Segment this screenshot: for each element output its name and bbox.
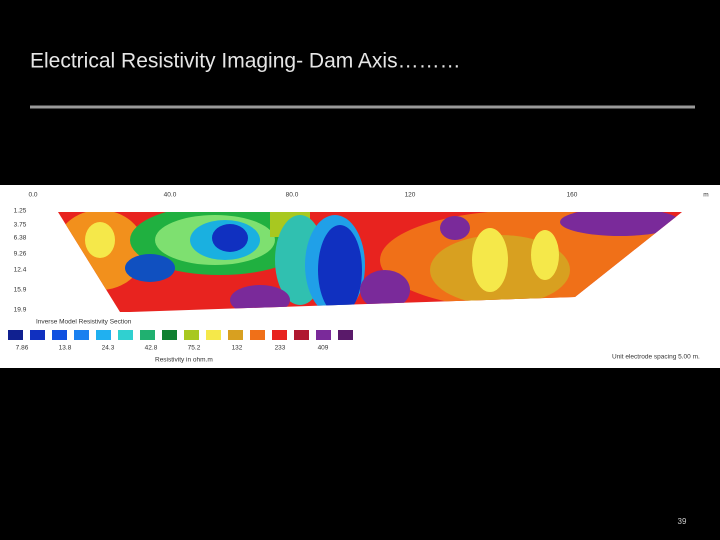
depth-label: 9.26 bbox=[14, 251, 27, 258]
page-number: 39 bbox=[678, 517, 687, 526]
depth-label: 6.38 bbox=[14, 235, 27, 242]
spacing-note: Unit electrode spacing 5.00 m. bbox=[612, 354, 700, 361]
depth-label: 3.75 bbox=[14, 222, 27, 229]
x-label: m bbox=[703, 192, 708, 199]
legend-value: 75.2 bbox=[188, 345, 201, 352]
legend-value: 233 bbox=[275, 345, 286, 352]
slide-title: Electrical Resistivity Imaging- Dam Axis… bbox=[30, 50, 461, 73]
depth-label: 1.25 bbox=[14, 208, 27, 215]
legend-value: 132 bbox=[232, 345, 243, 352]
depth-label: 19.9 bbox=[14, 307, 27, 314]
x-label: 160 bbox=[567, 192, 578, 199]
x-label: 0.0 bbox=[28, 192, 37, 199]
legend-value: 42.8 bbox=[145, 345, 158, 352]
x-label: 40.0 bbox=[164, 192, 177, 199]
legend-title: Inverse Model Resistivity Section bbox=[36, 319, 132, 326]
legend-value: 7.86 bbox=[16, 345, 29, 352]
legend-value: 24.3 bbox=[102, 345, 115, 352]
depth-label: 15.9 bbox=[14, 287, 27, 294]
legend-value: 13.8 bbox=[59, 345, 72, 352]
x-label: 80.0 bbox=[286, 192, 299, 199]
depth-label: 12.4 bbox=[14, 267, 27, 274]
resistivity-section bbox=[58, 212, 682, 312]
legend-value: 409 bbox=[318, 345, 329, 352]
color-legend bbox=[8, 330, 353, 340]
x-label: 120 bbox=[405, 192, 416, 199]
unit-label: Resistivity in ohm.m bbox=[155, 357, 213, 364]
